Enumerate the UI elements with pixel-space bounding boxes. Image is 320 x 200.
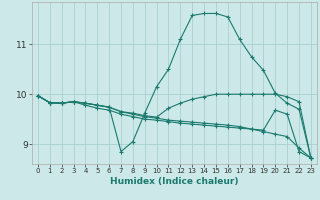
X-axis label: Humidex (Indice chaleur): Humidex (Indice chaleur) xyxy=(110,177,239,186)
